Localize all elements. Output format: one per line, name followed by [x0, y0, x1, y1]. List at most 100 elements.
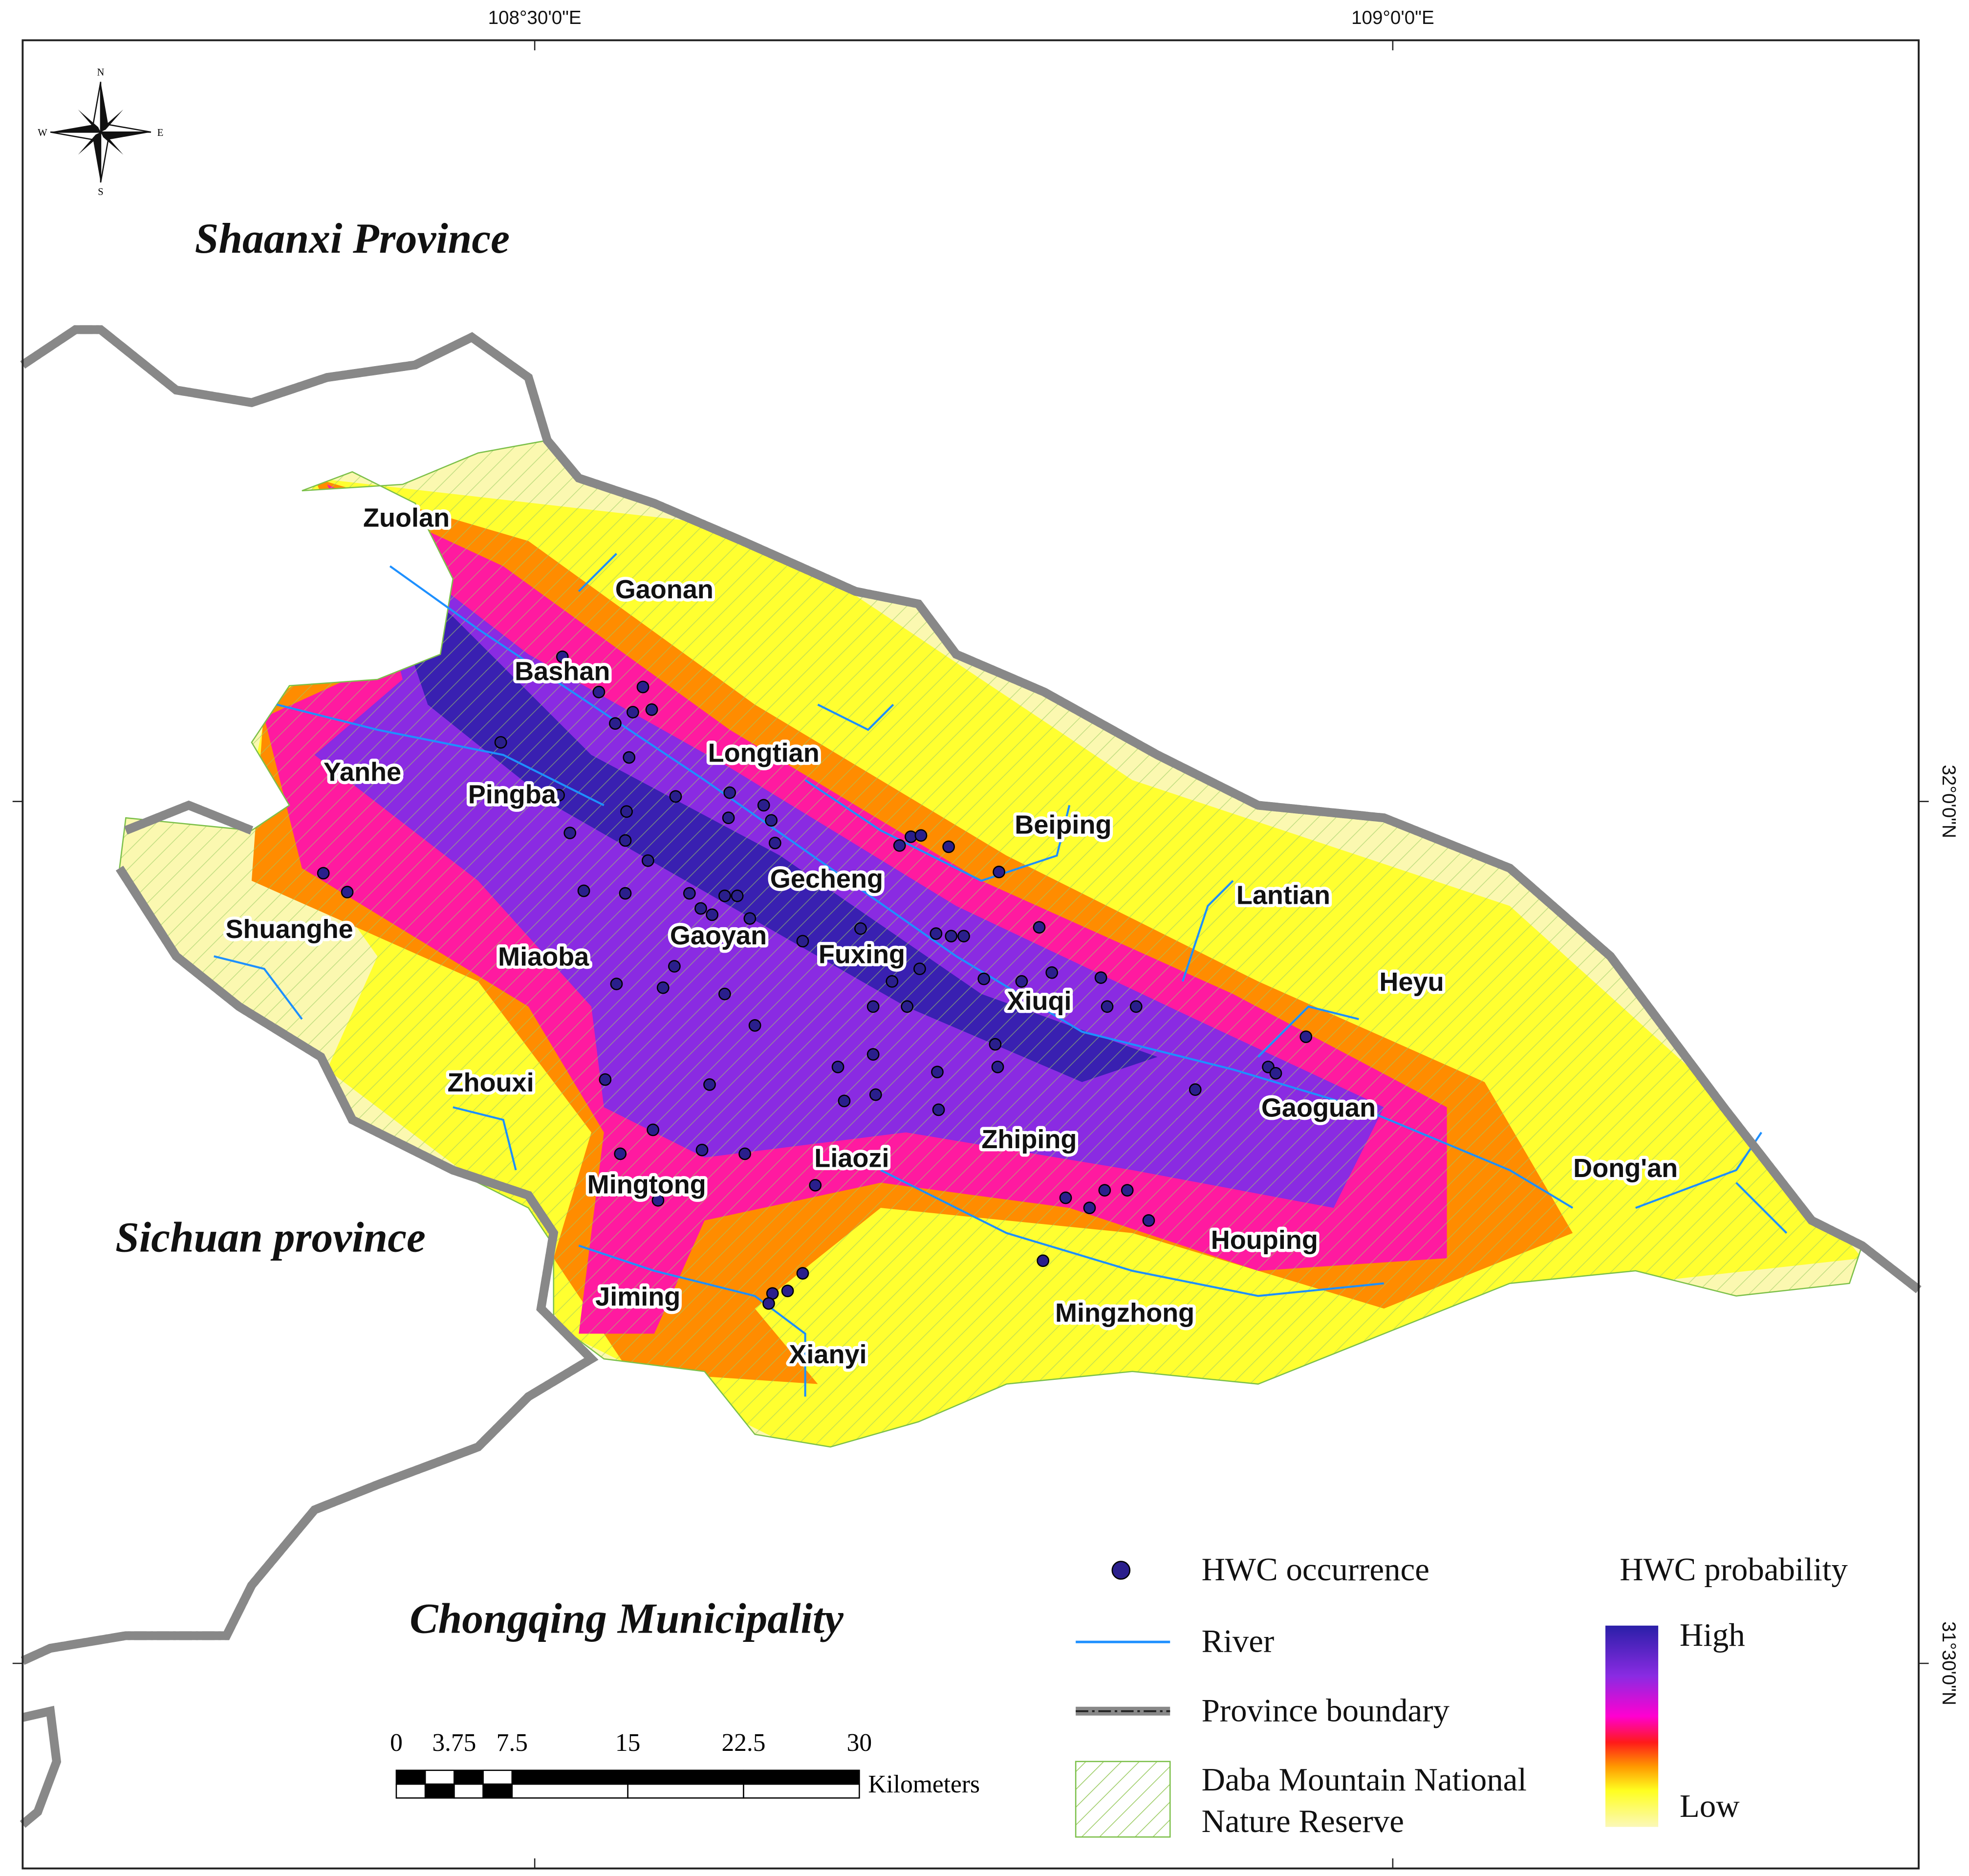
legend-label: HWC occurrence [1202, 1551, 1429, 1588]
hwc-point [854, 922, 867, 935]
hwc-point [619, 887, 632, 900]
town-label: Liaozi [814, 1144, 889, 1173]
hwc-point [869, 1088, 882, 1101]
hwc-point [1142, 1214, 1155, 1227]
legend-label: River [1202, 1623, 1275, 1659]
hwc-point [931, 1066, 944, 1079]
town-label: Mingzhong [1055, 1298, 1194, 1328]
legend-reserve [1075, 1761, 1171, 1838]
hwc-point [718, 889, 731, 902]
scale-segment [454, 1783, 484, 1799]
compass-s: S [98, 187, 103, 197]
compass-e: E [157, 128, 164, 138]
hwc-point [623, 751, 636, 764]
scale-label: 7.5 [497, 1729, 528, 1757]
legend-label: Low [1680, 1788, 1740, 1824]
hwc-point [703, 1078, 716, 1091]
scale-segment [627, 1769, 744, 1785]
hwc-point [930, 927, 943, 940]
scale-segment [482, 1769, 513, 1785]
hwc-point [641, 854, 654, 867]
hwc-point [977, 972, 991, 985]
hwc-point [757, 799, 770, 812]
scale-segment [395, 1783, 426, 1799]
town-label: Beiping [1015, 810, 1111, 839]
town-label: Gaonan [615, 575, 714, 604]
town-label: Gaoguan [1261, 1093, 1376, 1123]
latitude-label: 31°30'0"N [1938, 1621, 1959, 1705]
scale-segment [424, 1769, 455, 1785]
map-frame [22, 39, 1920, 1870]
hwc-point [796, 1267, 809, 1280]
hwc-point [718, 987, 731, 1001]
hwc-point [1083, 1201, 1096, 1215]
hwc-occurrences [317, 650, 1313, 1310]
hwc-point [645, 703, 658, 716]
hwc-point [748, 1019, 761, 1032]
town-label: Xianyi [789, 1340, 866, 1369]
legend-title: HWC probability [1620, 1551, 1848, 1588]
hwc-point [722, 811, 735, 825]
hwc-point [731, 889, 744, 902]
scale-segment [511, 1769, 628, 1785]
scale-unit: Kilometers [868, 1770, 980, 1798]
hwc-point [556, 650, 569, 663]
hwc-point [636, 680, 649, 694]
hwc-point [647, 1123, 660, 1136]
region-label: Chongqing Municipality [410, 1595, 844, 1642]
region-label: Sichuan province [115, 1214, 426, 1261]
hwc-point [809, 1178, 822, 1192]
hwc-point [1015, 975, 1028, 988]
hwc-point [620, 805, 633, 818]
hwc-point [669, 790, 682, 803]
town-labels: Zuolan Gaonan Bashan Longtian Yanhe Pingba Bei… [222, 500, 1681, 1373]
hwc-point [694, 902, 707, 915]
scale-segment [395, 1769, 426, 1785]
town-label: Yanhe [324, 757, 401, 786]
scale-label: 22.5 [721, 1729, 765, 1757]
legend-label: Province boundary [1202, 1692, 1450, 1728]
hwc-point [738, 1147, 751, 1160]
hwc-point [991, 1060, 1004, 1073]
scale-label: 30 [847, 1729, 872, 1757]
hwc-point [765, 814, 778, 827]
hwc-point [1037, 1254, 1050, 1267]
scale-label: 3.75 [432, 1729, 476, 1757]
hwc-point [609, 717, 622, 730]
hwc-point [695, 1143, 709, 1156]
town-label: Shuanghe [225, 915, 353, 944]
hwc-point [796, 935, 809, 948]
hwc-point [1094, 971, 1107, 984]
hwc-point [552, 788, 565, 802]
hwc-point [762, 1297, 775, 1310]
hwc-point [317, 867, 330, 880]
hwc-point [610, 978, 623, 990]
town-label: Jiming [595, 1282, 680, 1311]
town-label: Mingtong [587, 1170, 706, 1200]
town-label: Xiuqi [1007, 986, 1071, 1016]
hwc-point [592, 685, 606, 698]
hwc-point [668, 960, 681, 973]
compass-n: N [97, 67, 105, 78]
scale-label: 15 [615, 1729, 640, 1757]
hwc-point [619, 834, 632, 847]
hwc-point [627, 706, 639, 719]
hwc-point [651, 1194, 665, 1207]
scale-label: 0 [390, 1729, 403, 1757]
scale-segment [482, 1783, 513, 1799]
hwc-point [866, 1048, 880, 1061]
town-label: Dong'an [1573, 1154, 1678, 1183]
town-label: Fuxing [819, 940, 905, 969]
hwc-point [989, 1038, 1002, 1051]
hwc-point [893, 839, 906, 852]
hwc-point [1059, 1191, 1072, 1204]
town-label: Gecheng [770, 864, 883, 894]
town-label: Zhouxi [447, 1068, 534, 1097]
province-boundaries [22, 329, 1919, 1828]
probability-ramp [1605, 1625, 1659, 1827]
hwc-point [901, 1000, 914, 1013]
town-label: Heyu [1379, 967, 1444, 997]
hwc-point [1045, 966, 1059, 979]
